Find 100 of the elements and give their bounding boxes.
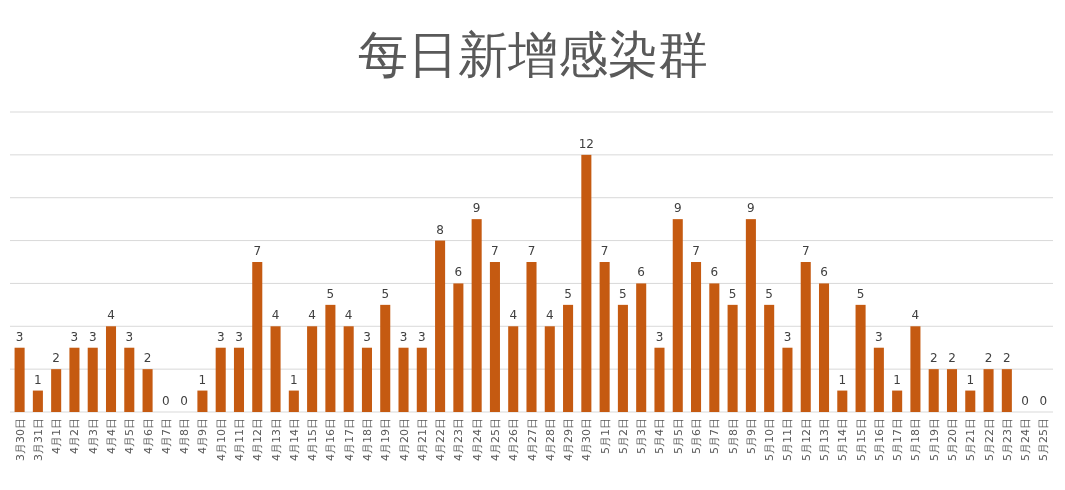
bar: [307, 326, 318, 412]
data-label: 7: [600, 244, 609, 258]
x-tick-label: 5月23日: [1000, 418, 1014, 461]
data-label: 7: [491, 244, 499, 258]
data-label: 6: [637, 265, 646, 280]
data-label: 3: [783, 329, 792, 344]
data-label: 0: [1021, 394, 1029, 408]
bar: [142, 369, 153, 412]
x-tick-label: 3月31日: [31, 418, 45, 461]
x-tick-label: 4月2日: [68, 418, 82, 454]
x-tick-label: 5月22日: [982, 418, 996, 461]
data-label: 3: [88, 329, 97, 344]
x-tick-label: 5月1日: [598, 418, 612, 454]
data-label: 7: [253, 244, 262, 258]
data-label: 5: [326, 286, 335, 301]
bar: [14, 347, 25, 412]
data-label: 3: [70, 329, 79, 344]
data-label: 2: [52, 351, 60, 366]
x-tick-label: 4月25日: [488, 418, 502, 461]
bar: [1001, 369, 1012, 412]
bar: [252, 262, 263, 412]
bar: [471, 219, 482, 412]
x-tick-label: 4月1日: [50, 418, 64, 454]
x-tick-label: 4月13日: [269, 418, 283, 461]
data-label: 2: [1003, 351, 1011, 366]
x-tick-label: 5月15日: [854, 418, 868, 461]
data-label: 6: [710, 265, 719, 280]
x-tick-label: 4月27日: [525, 418, 539, 461]
bar: [636, 283, 647, 412]
data-label: 2: [143, 351, 152, 366]
x-tick-label: 4月12日: [251, 418, 265, 461]
x-tick-label: 4月5日: [123, 418, 137, 454]
bar: [837, 390, 848, 412]
bar: [910, 326, 921, 412]
bar: [800, 262, 811, 412]
x-tick-label: 4月10日: [214, 418, 228, 461]
bar: [599, 262, 610, 412]
bar: [892, 390, 903, 412]
bar: [343, 326, 354, 412]
data-label: 3: [15, 329, 24, 344]
x-tick-label: 4月11日: [232, 418, 246, 461]
x-tick-label: 5月8日: [726, 418, 740, 454]
x-tick-label: 4月24日: [470, 418, 484, 461]
data-label: 4: [509, 308, 518, 323]
x-tick-label: 4月6日: [141, 418, 155, 454]
data-label: 1: [198, 372, 207, 387]
bar: [87, 347, 98, 412]
bar: [233, 347, 245, 412]
bar: [69, 347, 80, 412]
data-label: 3: [216, 329, 225, 344]
x-tick-label: 4月4日: [105, 418, 119, 454]
x-tick-label: 4月21日: [415, 418, 429, 461]
bar: [453, 283, 464, 412]
x-tick-label: 5月20日: [945, 418, 959, 461]
data-label: 5: [856, 286, 865, 301]
x-tick-label: 5月14日: [836, 418, 850, 461]
data-label: 3: [235, 329, 243, 344]
bar: [727, 304, 738, 412]
data-label: 3: [363, 329, 371, 344]
x-tick-label: 4月18日: [360, 418, 374, 461]
data-label: 9: [673, 201, 682, 216]
bar: [435, 240, 446, 412]
data-label: 6: [820, 265, 828, 280]
data-label: 0: [1039, 394, 1048, 408]
bar: [215, 347, 226, 412]
x-tick-label: 5月5日: [671, 418, 685, 454]
x-tick-label: 4月20日: [397, 418, 411, 461]
bar: [691, 262, 702, 412]
bar: [105, 326, 117, 412]
data-label: 9: [747, 201, 755, 216]
x-tick-label: 5月12日: [799, 418, 813, 461]
x-tick-label: 5月4日: [653, 418, 667, 454]
x-tick-label: 5月13日: [818, 418, 832, 461]
x-tick-label: 4月8日: [178, 418, 192, 454]
data-label: 4: [545, 308, 554, 323]
data-label: 2: [948, 351, 956, 366]
x-tick-label: 5月6日: [690, 418, 704, 454]
data-label: 8: [436, 222, 444, 237]
x-tick-label: 5月9日: [744, 418, 758, 454]
data-label: 3: [399, 329, 408, 344]
bar: [581, 154, 592, 412]
data-label: 7: [692, 244, 700, 258]
data-label: 0: [162, 394, 170, 408]
data-label: 5: [728, 286, 737, 301]
x-tick-label: 5月19日: [927, 418, 941, 461]
data-label: 5: [564, 286, 572, 301]
bar: [288, 390, 299, 412]
data-label: 5: [381, 286, 390, 301]
data-label: 3: [655, 329, 664, 344]
data-label: 2: [984, 351, 993, 366]
bar: [855, 304, 866, 412]
x-tick-label: 4月15日: [306, 418, 320, 461]
x-tick-label: 5月10日: [763, 418, 777, 461]
bar: [325, 304, 336, 412]
x-tick-label: 5月24日: [1019, 418, 1033, 461]
bar: [544, 326, 555, 412]
data-label: 7: [527, 244, 536, 258]
x-tick-label: 5月18日: [909, 418, 923, 461]
x-tick-label: 4月28日: [543, 418, 557, 461]
data-label: 1: [838, 372, 847, 387]
